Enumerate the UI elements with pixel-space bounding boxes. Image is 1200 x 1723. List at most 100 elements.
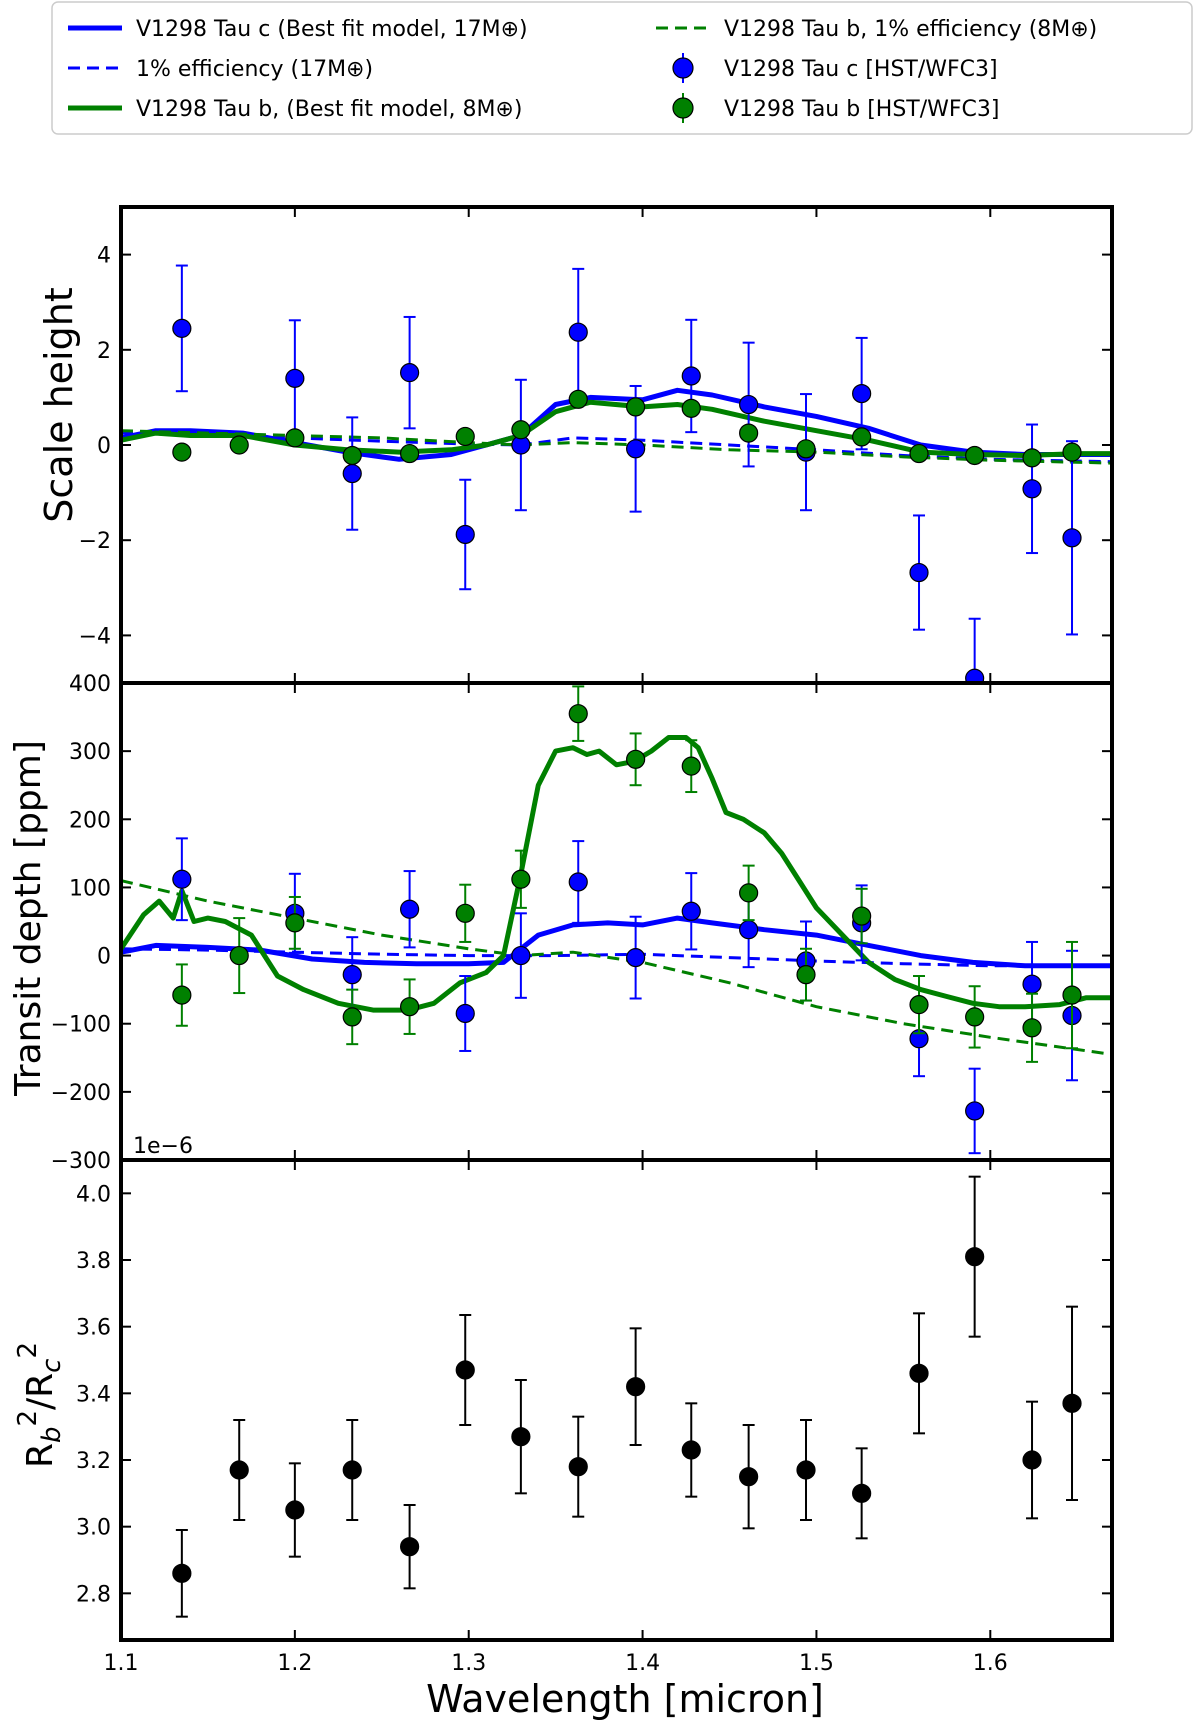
panel-scale-height: −4 −2 0 2 4 (79, 205, 1114, 685)
data-point (796, 965, 816, 985)
series-line-2 (121, 399, 1112, 458)
data-point (285, 368, 305, 388)
legend-entry-b-best-fit: V1298 Tau b, (Best fit model, 8M⊕) (68, 97, 522, 122)
offset-text: 1e−6 (133, 1134, 193, 1159)
data-point (229, 1460, 249, 1480)
data-point (1022, 974, 1042, 994)
y-tick-label: 0 (97, 434, 111, 459)
x-tick-label: 1.5 (799, 1651, 834, 1676)
data-point (965, 1247, 985, 1267)
data-point (739, 394, 759, 415)
data-point (965, 445, 985, 466)
y-tick-label: 3.0 (76, 1516, 111, 1541)
data-point (172, 985, 192, 1005)
y-tick-label: 400 (69, 672, 111, 697)
panel-transit-depth: −300 −200 −100 0 100 200 300 400 (51, 672, 1114, 1174)
y-tick-label: 2.8 (76, 1582, 111, 1607)
data-point (511, 1427, 531, 1447)
y-tick-label: 100 (69, 876, 111, 901)
data-point (626, 397, 646, 417)
data-point (796, 1460, 816, 1480)
data-point (626, 439, 646, 459)
data-point (681, 366, 701, 386)
series-line-2 (121, 735, 1112, 1013)
data-point (172, 869, 192, 889)
data-point (172, 318, 192, 338)
data-point (1062, 528, 1082, 548)
legend-label: V1298 Tau c [HST/WFC3] (724, 57, 998, 82)
legend-entry-b-efficiency: V1298 Tau b, 1% efficiency (8M⊕) (656, 17, 1097, 42)
data-point (681, 901, 701, 921)
data-point (852, 906, 872, 926)
data-point (400, 1537, 420, 1557)
data-point (455, 903, 475, 923)
data-point (511, 945, 531, 966)
y-tick-label: 3.2 (76, 1449, 111, 1474)
axes-frame (119, 1158, 1114, 1642)
data-point (455, 1360, 475, 1380)
data-point (681, 398, 701, 418)
data-point (172, 1563, 192, 1583)
y-tick-label: 3.6 (76, 1316, 111, 1341)
data-point (852, 383, 872, 404)
data-point (285, 913, 305, 933)
data-point (229, 945, 249, 966)
data-point (568, 872, 588, 892)
plot-area (172, 1175, 1082, 1618)
data-point (909, 995, 929, 1015)
legend-label: V1298 Tau b, 1% efficiency (8M⊕) (724, 17, 1097, 42)
data-point (568, 389, 588, 409)
data-point (285, 428, 305, 448)
data-point (909, 1363, 929, 1383)
data-point (285, 1500, 305, 1520)
legend-marker-blue (672, 57, 694, 79)
data-point (568, 1457, 588, 1477)
data-point (511, 420, 531, 440)
data-point (965, 1101, 985, 1121)
data-point (739, 423, 759, 443)
plot-area (121, 685, 1112, 1155)
panel-radius-ratio: 2.8 3.0 3.2 3.4 3.6 3.8 4.0 1.1 1.2 1.3 1.4 1.5 1.6 (76, 1158, 1114, 1676)
data-point (455, 426, 475, 447)
y-tick-label: −4 (79, 624, 111, 649)
data-point (1022, 1018, 1042, 1038)
y-tick-label: −100 (51, 1013, 111, 1038)
data-point (1022, 1450, 1042, 1470)
data-point (626, 948, 646, 968)
y-tick-label: 0 (97, 945, 111, 970)
data-point (796, 439, 816, 459)
data-point (511, 869, 531, 889)
data-point (626, 1377, 646, 1397)
data-point (965, 668, 985, 683)
data-point (455, 1003, 475, 1024)
data-point (909, 562, 929, 583)
data-point (342, 1460, 362, 1480)
data-point (739, 1467, 759, 1487)
data-point (1062, 1393, 1082, 1413)
data-point (400, 899, 420, 919)
x-tick-label: 1.3 (451, 1651, 486, 1676)
legend-marker-green (672, 97, 694, 119)
x-tick-label: 1.1 (104, 1651, 139, 1676)
data-point (1022, 479, 1042, 499)
y-tick-label: 3.8 (76, 1249, 111, 1274)
data-point (739, 920, 759, 940)
data-point (1022, 448, 1042, 468)
y-tick-label: −300 (51, 1149, 111, 1174)
data-point (400, 997, 420, 1017)
data-point (681, 756, 701, 776)
data-point (739, 883, 759, 903)
x-tick-label: 1.6 (973, 1651, 1008, 1676)
legend-entry-c-data: V1298 Tau c [HST/WFC3] (672, 53, 998, 83)
y-tick-label: 300 (69, 740, 111, 765)
legend-label: V1298 Tau b [HST/WFC3] (724, 97, 1000, 122)
y-tick-label: 4 (97, 244, 111, 269)
ylabel-transit-depth: Transit depth [ppm] (8, 740, 49, 1097)
data-point (965, 1007, 985, 1027)
y-tick-label: 200 (69, 808, 111, 833)
y-tick-label: 3.4 (76, 1382, 111, 1407)
plot-area (121, 264, 1112, 683)
data-point (342, 965, 362, 985)
data-point (342, 445, 362, 466)
